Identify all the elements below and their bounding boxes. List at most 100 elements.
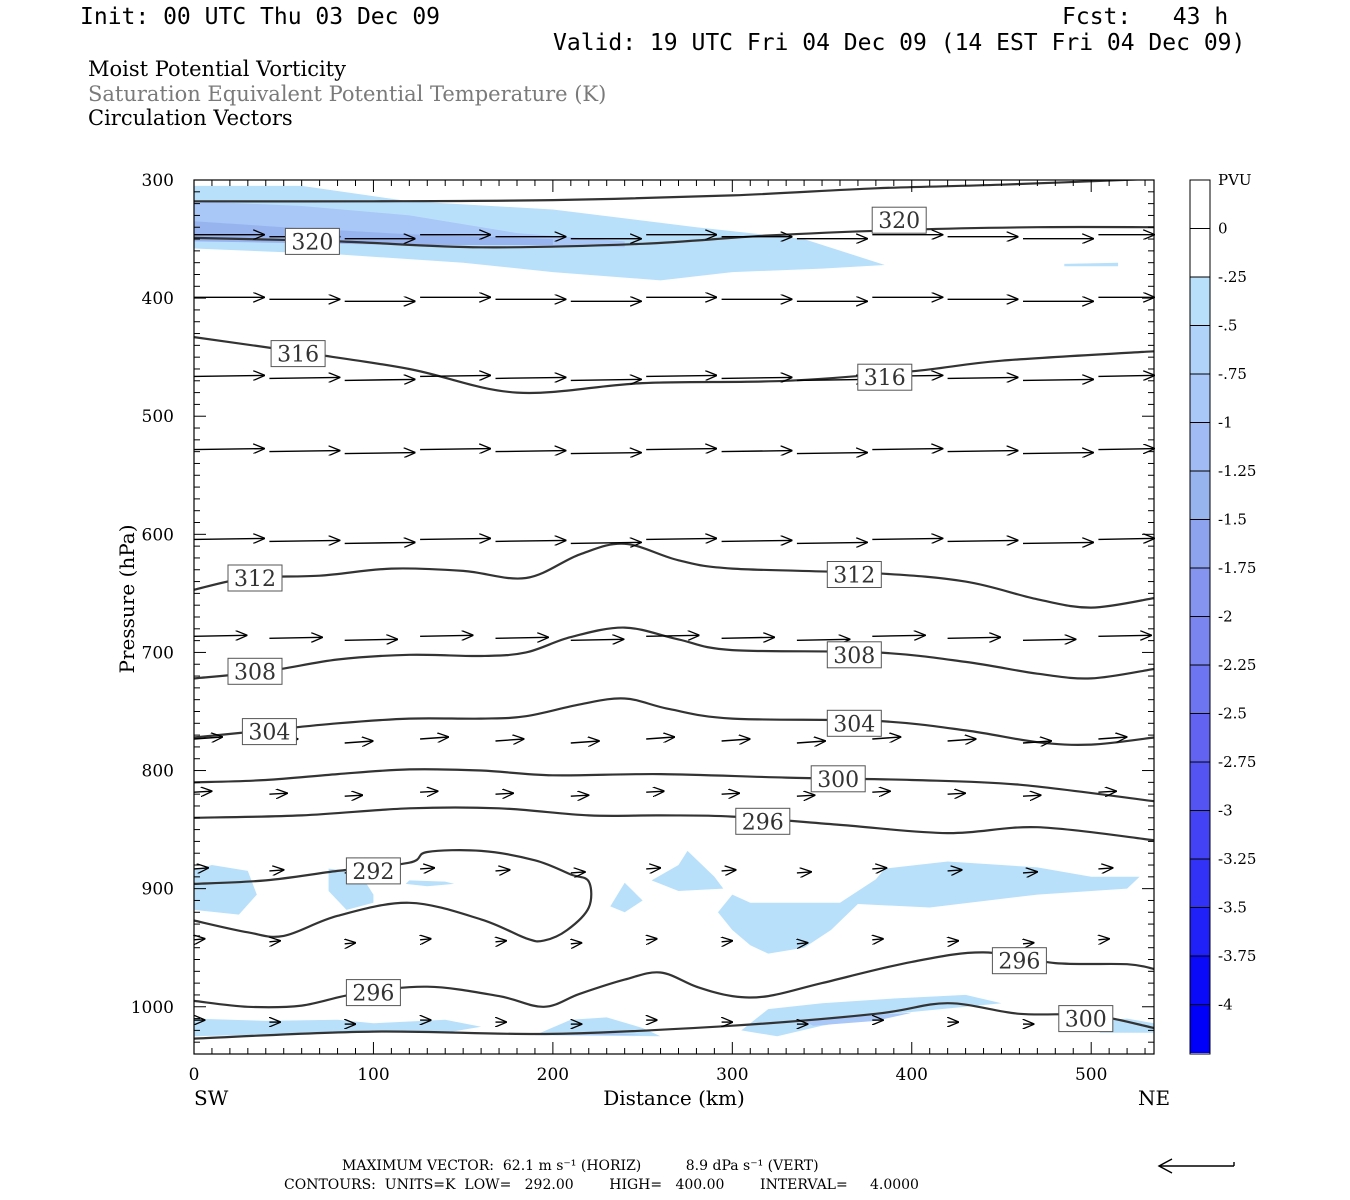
circulation-vector (722, 941, 733, 942)
x-tick-label: 200 (537, 1065, 569, 1085)
circulation-vector (269, 540, 339, 541)
colorbar-swatch (1190, 325, 1210, 374)
colorbar-label: -2.25 (1218, 656, 1256, 674)
circulation-vector (947, 451, 1018, 452)
x-axis-label: Distance (km) (603, 1086, 745, 1110)
contour-label-box (227, 564, 283, 592)
pv-region (1064, 262, 1119, 267)
pv-region (405, 880, 455, 887)
colorbar-swatch (1190, 713, 1210, 762)
circulation-vector (193, 737, 222, 739)
axes: 0 100 200 300 400 500 300 400 500 600 700 800 900 100… (115, 171, 1170, 1110)
colorbar-swatch (1190, 180, 1210, 229)
circulation-vector (344, 453, 415, 454)
contour-label-box (227, 657, 283, 685)
circulation-vector (495, 451, 566, 452)
circulation-vector (947, 540, 1018, 541)
contour-label: 320 (291, 230, 333, 255)
circulation-vector (796, 379, 867, 380)
contour-label: 308 (833, 644, 875, 669)
theta-es-contour-296 (194, 806, 1154, 842)
circulation-vector (344, 795, 363, 796)
contour-label: 312 (833, 564, 875, 589)
circulation-vector (344, 639, 398, 640)
x-tick-label: 400 (896, 1065, 928, 1085)
contour-label-box (826, 709, 882, 737)
x-tick-label: 100 (357, 1065, 389, 1085)
circulation-vector (797, 943, 808, 944)
x-tick-label: 500 (1075, 1065, 1107, 1085)
circulation-vector (344, 741, 373, 743)
x-tick-label: 300 (716, 1065, 748, 1085)
contour-label-box (871, 206, 927, 234)
circulation-vector (646, 737, 674, 739)
contour-label: 296 (998, 950, 1040, 975)
cross-section-chart: 320 320 316 316 312 312 308 308 304 304 300 296 292 2… (115, 171, 1256, 1110)
colorbar-swatch (1190, 519, 1210, 568)
colorbar-label: -1.75 (1218, 559, 1256, 577)
circulation-vector (420, 449, 490, 450)
colorbar-title: PVU (1218, 171, 1252, 189)
circulation-vector (1098, 791, 1116, 792)
contour-label-box (857, 363, 913, 391)
circulation-vector (495, 739, 524, 741)
contour-label: 292 (352, 860, 394, 885)
contour-label: 300 (1065, 1008, 1107, 1033)
contour-label: 304 (833, 712, 875, 737)
colorbar-label: -1 (1218, 414, 1233, 432)
circulation-vector (1022, 741, 1051, 743)
theta-es-contour-308 (194, 626, 1154, 680)
circulation-vector (1098, 375, 1154, 376)
colorbar-swatch (1190, 422, 1210, 471)
circulation-vector (796, 872, 811, 873)
circulation-vector (495, 870, 510, 871)
colorbar-label: -.75 (1218, 365, 1247, 383)
pv-region (718, 861, 1140, 954)
circulation-vector (496, 941, 507, 942)
circulation-vector (947, 739, 976, 741)
contour-label: 308 (234, 660, 276, 685)
circulation-vector (1098, 939, 1109, 940)
circulation-vector (796, 741, 825, 743)
circulation-vector (269, 637, 322, 638)
circulation-vector (193, 375, 264, 376)
circulation-vector (721, 451, 792, 452)
circulation-vector (269, 451, 339, 452)
circulation-vector (796, 639, 850, 640)
colorbar-swatch (1190, 956, 1210, 1005)
circulation-vector (721, 540, 792, 541)
circulation-vector (420, 939, 431, 940)
field-title-vectors: Circulation Vectors (88, 106, 293, 130)
pv-colorbar: PVU 0 -.25 -.5 -.75 -1 -1.25 -1.5 -1.75 -2 -2.25 -2… (1189, 171, 1256, 1055)
contour-label: 304 (248, 721, 290, 746)
pv-region (194, 1018, 482, 1037)
circulation-vector (344, 379, 415, 380)
y-tick-label: 900 (142, 880, 174, 900)
reference-vector-arrow (1157, 1158, 1235, 1174)
circulation-vector (570, 379, 641, 380)
circulation-vector (947, 377, 1018, 378)
contour-label-box (1058, 1005, 1114, 1033)
circulation-vector (948, 941, 959, 942)
circulation-vector (495, 377, 566, 378)
pv-region (194, 865, 257, 915)
circulation-vector (1098, 538, 1154, 539)
contour-label-box (735, 807, 791, 835)
contour-labels: 320 320 316 316 312 312 308 308 304 304 300 296 292 2… (227, 206, 1114, 1033)
circulation-vector (646, 791, 664, 792)
circulation-vector (1022, 379, 1093, 380)
colorbar-label: -2.5 (1218, 705, 1247, 723)
valid-time: Valid: 19 UTC Fri 04 Dec 09 (14 EST Fri … (553, 30, 1246, 56)
circulation-vector (1098, 737, 1126, 739)
y-tick-label: 800 (142, 762, 174, 782)
circulation-vector (872, 939, 883, 940)
init-time: Init: 00 UTC Thu 03 Dec 09 (80, 4, 441, 30)
x-left-end-label: SW (194, 1086, 229, 1110)
circulation-vector (721, 637, 775, 638)
circulation-vector (1022, 639, 1076, 640)
circulation-vector (646, 635, 699, 636)
circulation-vector (570, 639, 624, 640)
contour-label-box (241, 718, 297, 746)
circulation-vector (495, 637, 549, 638)
colorbar-swatch (1190, 907, 1210, 956)
